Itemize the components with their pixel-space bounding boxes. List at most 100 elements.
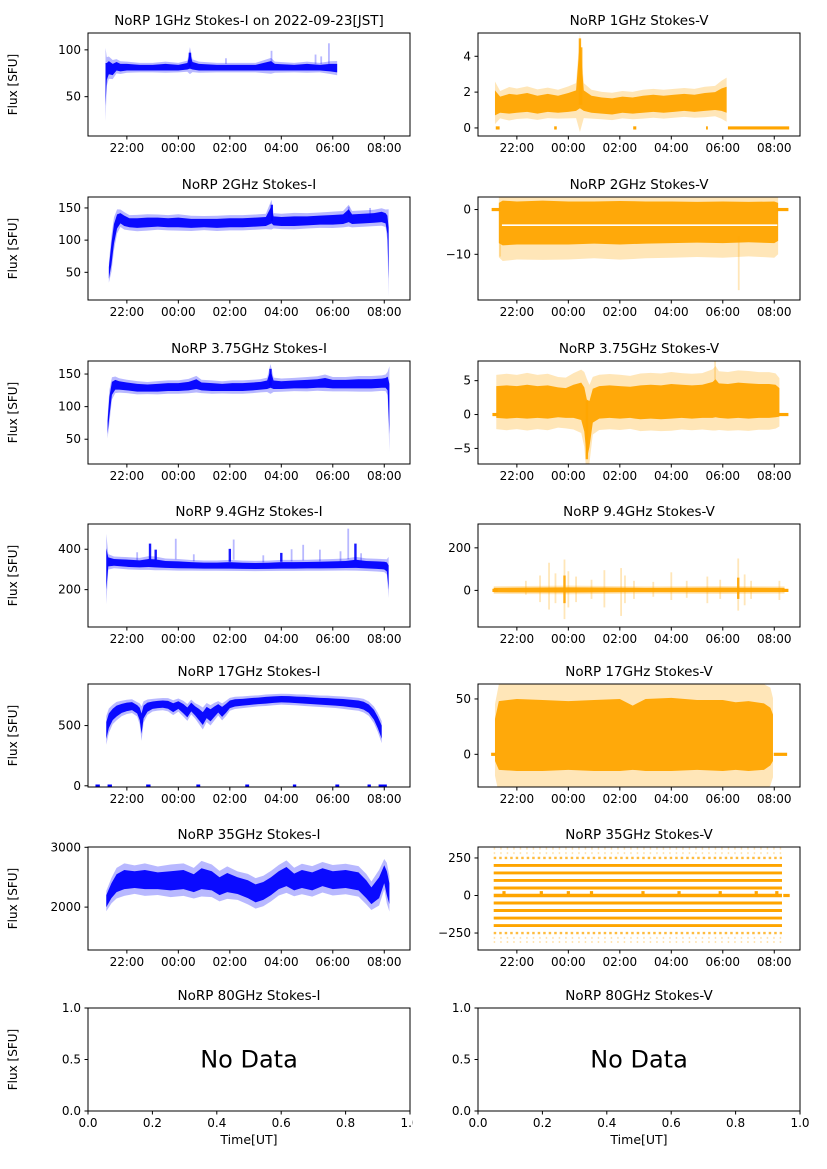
panel-norp-1ghz-stokes-v: NoRP 1GHz Stokes-V 0 2 4 22:00 00:00 02:00 04:0… (413, 0, 827, 165)
x-tick-label: 00:00 (551, 469, 586, 483)
stripe-zero-bump (566, 891, 570, 896)
stripe-zero-bump (775, 891, 779, 896)
x-tick-label: 06:00 (315, 469, 350, 483)
y-tick-label: 2 (463, 85, 471, 99)
x-tick-label: 04:00 (264, 792, 299, 806)
y-tick-label: 150 (58, 201, 81, 215)
x-tick-label: 08:00 (757, 305, 792, 319)
x-tick-label: 00:00 (161, 955, 196, 969)
y-tick-label: 0 (463, 583, 471, 597)
plot-canvas-norp-3.75ghz-stokes-i: NoRP 3.75GHz Stokes-I Flux [SFU] 50 100 150 2… (6, 341, 411, 483)
x-tick-label: 08:00 (757, 955, 792, 969)
x-tick-label: 04:00 (264, 305, 299, 319)
no-data-text: No Data (590, 1046, 688, 1074)
x-tick-label: 06:00 (705, 632, 740, 646)
data-band (496, 379, 780, 459)
plot-frame (87, 1007, 411, 1112)
y-axis-label: Flux [SFU] (6, 218, 20, 279)
x-tick-label: 08:00 (367, 305, 402, 319)
plot-frame (477, 360, 801, 465)
x-tick-label: 0.0 (468, 1116, 487, 1130)
data-layer (492, 361, 789, 464)
panel-norp-1ghz-stokes-i: NoRP 1GHz Stokes-I on 2022-09-23[JST] Flu… (0, 0, 413, 165)
y-tick-label: 3000 (50, 840, 81, 854)
x-tick-label: 00:00 (161, 792, 196, 806)
x-tick-label: 02:00 (603, 955, 638, 969)
x-tick-label: 02:00 (213, 955, 248, 969)
x-tick-label: 22:00 (110, 469, 145, 483)
x-tick-label: 0.2 (143, 1116, 162, 1130)
plot-canvas-norp-1ghz-stokes-v: NoRP 1GHz Stokes-V 0 2 4 22:00 00:00 02:00 04:0… (463, 13, 801, 155)
stripe-zero-bump (677, 891, 681, 896)
x-tick-label: 00:00 (551, 305, 586, 319)
y-tick-label: −250 (438, 926, 471, 940)
x-tick-label: 00:00 (551, 141, 586, 155)
x-tick-label: 22:00 (500, 632, 535, 646)
data-band-fuzz (107, 363, 390, 452)
x-tick-label: 06:00 (315, 632, 350, 646)
plot-canvas-norp-1ghz-stokes-i: NoRP 1GHz Stokes-I on 2022-09-23[JST] Flu… (6, 13, 411, 155)
x-tick-label: 00:00 (161, 469, 196, 483)
data-layer (95, 693, 387, 787)
y-tick-label: 0 (73, 779, 81, 793)
plot-frame (87, 683, 411, 788)
y-tick-label: 50 (456, 692, 471, 706)
x-tick-label: 22:00 (500, 141, 535, 155)
x-tick-label: 08:00 (757, 141, 792, 155)
data-layer (106, 528, 389, 605)
plot-canvas-norp-35ghz-stokes-v: NoRP 35GHz Stokes-V −250 0 250 22:00 00:00 02:… (438, 827, 801, 969)
x-tick-label: 00:00 (161, 305, 196, 319)
x-tick-label: 02:00 (213, 305, 248, 319)
y-tick-label: 0.0 (62, 1104, 81, 1118)
data-band (105, 52, 338, 107)
data-layer (494, 33, 790, 133)
y-tick-label: 50 (66, 432, 81, 446)
stripe-zero-bump (641, 891, 645, 896)
x-tick-label: 0.6 (272, 1116, 291, 1130)
plot-frame (87, 360, 411, 465)
panel-title: NoRP 35GHz Stokes-V (565, 827, 713, 843)
x-tick-label: 0.4 (597, 1116, 616, 1130)
plot-frame (87, 196, 411, 301)
data-layer (492, 558, 789, 620)
x-tick-label: 00:00 (551, 792, 586, 806)
x-tick-label: 08:00 (367, 469, 402, 483)
x-tick-label: 0.8 (726, 1116, 745, 1130)
panel-title: NoRP 35GHz Stokes-I (178, 827, 321, 843)
x-tick-label: 00:00 (161, 632, 196, 646)
x-axis-label: Time[UT] (609, 1132, 667, 1147)
panel-norp-9.4ghz-stokes-i: NoRP 9.4GHz Stokes-I Flux [SFU] 200 400 22:0… (0, 495, 413, 660)
panel-title: NoRP 1GHz Stokes-V (570, 13, 710, 29)
data-layer (107, 363, 390, 452)
data-band-fuzz (494, 33, 727, 133)
plot-frame (477, 196, 801, 301)
x-tick-label: 06:00 (705, 955, 740, 969)
x-tick-label: 22:00 (110, 632, 145, 646)
plot-frame (87, 846, 411, 951)
plot-frame (477, 683, 801, 788)
x-tick-label: 04:00 (264, 469, 299, 483)
y-tick-label: 50 (66, 90, 81, 104)
plot-canvas-norp-17ghz-stokes-i: NoRP 17GHz Stokes-I Flux [SFU] 0 500 22:00 00… (6, 664, 411, 806)
data-band (106, 696, 382, 739)
x-tick-label: 02:00 (213, 792, 248, 806)
x-tick-label: 22:00 (110, 305, 145, 319)
plot-canvas-norp-9.4ghz-stokes-i: NoRP 9.4GHz Stokes-I Flux [SFU] 200 400 22:0… (6, 504, 411, 646)
x-tick-label: 02:00 (213, 141, 248, 155)
y-tick-label: 1.0 (452, 1001, 471, 1015)
x-tick-label: 04:00 (654, 955, 689, 969)
x-tick-label: 00:00 (551, 955, 586, 969)
data-layer (105, 43, 338, 122)
x-tick-label: 1.0 (400, 1116, 413, 1130)
y-tick-label: 200 (448, 541, 471, 555)
x-tick-label: 00:00 (161, 141, 196, 155)
y-tick-label: 200 (58, 583, 81, 597)
y-tick-label: 500 (58, 719, 81, 733)
stripe-zero-bump (754, 891, 758, 896)
data-layer (491, 684, 788, 787)
panel-norp-80ghz-stokes-i: NoRP 80GHz Stokes-I Flux [SFU] Time[UT] 0.0… (0, 990, 413, 1169)
panel-title: NoRP 2GHz Stokes-I (182, 177, 316, 193)
plot-frame (477, 32, 801, 137)
x-tick-label: 22:00 (110, 792, 145, 806)
x-tick-label: 22:00 (110, 955, 145, 969)
